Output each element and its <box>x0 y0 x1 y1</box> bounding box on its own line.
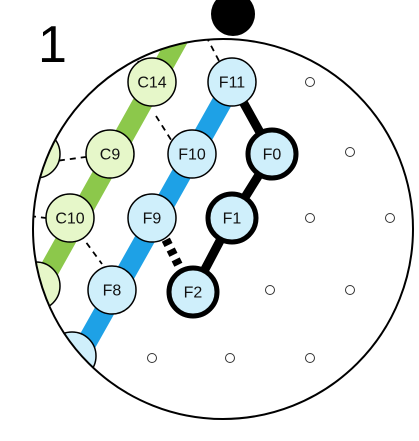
node-label: F0 <box>263 147 282 164</box>
node-circle <box>207 57 257 107</box>
node-label: F10 <box>178 147 206 164</box>
node-circle <box>245 127 299 181</box>
node-label: C9 <box>100 147 121 164</box>
node-label: C14 <box>137 75 166 92</box>
node-label: C10 <box>55 211 84 228</box>
node-label: F9 <box>143 211 162 228</box>
edge-node-left-top <box>33 129 61 179</box>
node-circle <box>85 129 135 179</box>
node-f10: F10 <box>167 129 217 179</box>
node-label: F2 <box>184 285 203 302</box>
node-circle <box>167 129 217 179</box>
top-knob <box>211 0 255 36</box>
edge-node-green-top <box>160 0 208 36</box>
node-circle <box>205 191 259 245</box>
edge-node-left-bottom <box>33 261 61 311</box>
empty-sites <box>147 77 395 363</box>
node-circle <box>127 193 177 243</box>
node-label: F11 <box>219 75 245 92</box>
node-c10: C10 <box>45 193 95 243</box>
node-c9: C9 <box>85 129 135 179</box>
node-f9: F9 <box>127 193 177 243</box>
node-circle <box>166 265 220 319</box>
node-f1: F1 <box>205 191 259 245</box>
node-circle <box>87 265 137 315</box>
thick-dashed-link <box>151 217 187 275</box>
node-label: F8 <box>103 283 122 300</box>
node-label: F1 <box>223 211 242 228</box>
nodes-layer: C14 C9 C10 F11 F10 F9 F8 F0 F1 F2 <box>45 57 299 319</box>
node-c14: C14 <box>127 57 177 107</box>
node-f0: F0 <box>245 127 299 181</box>
node-f8: F8 <box>87 265 137 315</box>
edge-node-blue-bottom <box>47 331 97 381</box>
node-f2: F2 <box>166 265 220 319</box>
node-circle <box>127 57 177 107</box>
node-f11: F11 <box>207 57 257 107</box>
node-circle <box>45 193 95 243</box>
panel-label: 1 <box>38 16 67 74</box>
outer-circle <box>32 38 414 420</box>
